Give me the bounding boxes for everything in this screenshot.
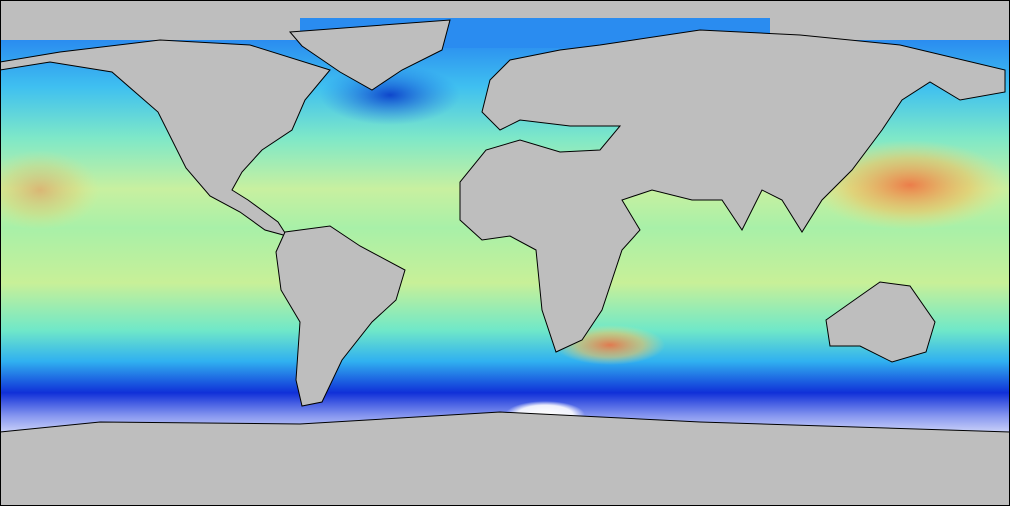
antarctica — [0, 411, 1010, 506]
warm-anomaly — [0, 150, 100, 230]
greenland — [288, 19, 451, 91]
warm-anomaly — [810, 140, 1010, 230]
land — [0, 19, 1010, 506]
eurasia-africa — [459, 29, 1006, 353]
north-america — [0, 39, 331, 237]
australia — [825, 281, 936, 363]
south-america — [275, 225, 406, 407]
